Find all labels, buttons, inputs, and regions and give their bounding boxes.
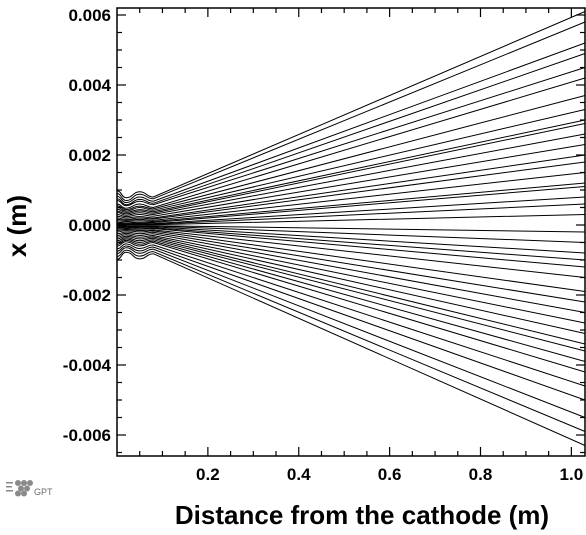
trajectory-line-10 (116, 123, 586, 215)
trajectory-line-36 (116, 243, 586, 387)
y-tick-label: 0.000 (68, 216, 111, 235)
trajectory-line-4 (116, 53, 586, 206)
y-tick-label: -0.004 (63, 356, 112, 375)
trajectory-line-30 (116, 234, 586, 324)
trajectory-line-31 (116, 235, 586, 334)
gpt-logo: GPT (6, 480, 53, 497)
trajectory-line-6 (116, 77, 586, 209)
trajectory-line-22 (116, 225, 586, 243)
trajectory-line-13 (116, 154, 586, 219)
plot-frame (116, 7, 586, 457)
axis-ticks (117, 8, 585, 456)
x-tick-label: 0.4 (287, 465, 311, 484)
x-axis-title: Distance from the cathode (m) (175, 500, 549, 530)
trajectory-line-32 (116, 237, 586, 345)
y-axis-title: x (m) (2, 195, 32, 257)
trajectory-line-1 (116, 11, 586, 199)
trajectory-line-14 (116, 161, 586, 220)
x-tick-label: 0.2 (196, 465, 220, 484)
trajectory-line-15 (116, 172, 586, 221)
trajectory-line-25 (116, 227, 586, 268)
trajectory-line-11 (116, 133, 586, 216)
trajectory-line-3 (116, 42, 586, 204)
trajectory-line-28 (116, 231, 586, 303)
y-tick-labels: 0.006 0.004 0.002 0.000 -0.002 -0.004 -0.006 (63, 6, 112, 445)
trajectory-line-29 (116, 232, 586, 313)
trajectory-line-12 (116, 144, 586, 218)
trajectory-line-40 (116, 251, 586, 446)
y-tick-label: -0.002 (63, 286, 111, 305)
trajectory-line-17 (116, 186, 586, 224)
x-tick-label: 0.6 (378, 465, 402, 484)
trajectory-line-38 (116, 247, 586, 418)
trajectory-line-8 (116, 109, 586, 212)
trajectory-line-35 (116, 241, 586, 373)
x-tick-labels: 0.2 0.4 0.6 0.8 1.0 (196, 465, 583, 484)
x-tick-label: 0.8 (469, 465, 493, 484)
gpt-logo-text: GPT (34, 487, 53, 497)
trajectory-line-16 (116, 182, 586, 223)
trajectory-line-39 (116, 249, 586, 432)
trajectory-line-2 (116, 21, 586, 202)
trajectory-line-27 (116, 230, 586, 292)
trajectory-line-19 (116, 203, 586, 225)
trajectory-line-18 (116, 196, 586, 225)
y-tick-label: -0.006 (63, 426, 111, 445)
y-tick-label: 0.002 (68, 146, 111, 165)
trajectory-line-37 (116, 245, 586, 401)
x-tick-label: 1.0 (560, 465, 584, 484)
y-tick-label: 0.004 (68, 76, 111, 95)
trajectory-line-9 (116, 119, 586, 213)
trajectory-line-26 (116, 228, 586, 278)
trajectory-lines (116, 11, 586, 446)
trajectory-line-23 (116, 226, 586, 254)
trajectory-line-33 (116, 238, 586, 352)
y-tick-label: 0.006 (68, 6, 111, 25)
gpt-logo-mark-icon (6, 480, 33, 497)
trajectory-line-24 (116, 226, 586, 261)
trajectory-line-5 (116, 67, 586, 207)
